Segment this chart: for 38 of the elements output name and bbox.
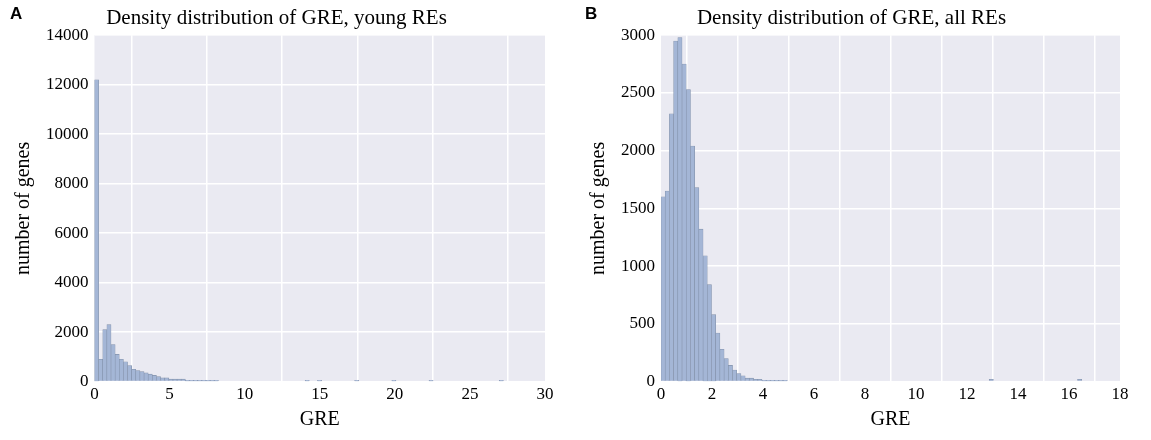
x-tick-label: 8 bbox=[860, 384, 870, 404]
y-tick-label: 500 bbox=[629, 313, 655, 333]
text: B bbox=[585, 4, 598, 24]
x-tick-label: 5 bbox=[165, 384, 174, 404]
text: A bbox=[10, 4, 23, 24]
y-tick-label: 0 bbox=[80, 371, 89, 391]
y-axis-title: number of genes bbox=[11, 141, 35, 276]
y-tick-label: 1000 bbox=[621, 255, 655, 275]
chart-title: Density distribution of GRE, all REs bbox=[696, 5, 1007, 30]
y-tick-label: 12000 bbox=[46, 74, 89, 94]
y-tick-label: 14000 bbox=[46, 24, 89, 44]
x-tick-label: 18 bbox=[1111, 384, 1129, 404]
y-tick-label: 6000 bbox=[54, 222, 89, 242]
chart-title: Density distribution of GRE, young REs bbox=[106, 5, 447, 30]
y-tick-label: 2500 bbox=[621, 82, 655, 102]
x-tick-label: 2 bbox=[707, 384, 717, 404]
y-tick-label: 4000 bbox=[54, 272, 89, 292]
y-tick-label: 8000 bbox=[54, 173, 89, 193]
y-tick-label: 2000 bbox=[621, 140, 655, 160]
x-tick-label: 10 bbox=[236, 384, 254, 404]
x-tick-label: 4 bbox=[758, 384, 768, 404]
y-tick-label: 2000 bbox=[54, 321, 89, 341]
y-tick-label: 10000 bbox=[46, 123, 89, 143]
x-tick-label: 20 bbox=[386, 384, 404, 404]
x-tick-label: 14 bbox=[1009, 384, 1027, 404]
y-axis-title: number of genes bbox=[586, 141, 610, 276]
x-axis-title: GRE bbox=[870, 407, 911, 430]
x-axis-title: GRE bbox=[299, 407, 340, 430]
x-tick-label: 12 bbox=[958, 384, 976, 404]
x-tick-label: 10 bbox=[907, 384, 925, 404]
y-tick-label: 1500 bbox=[621, 197, 655, 217]
x-tick-label: 16 bbox=[1060, 384, 1078, 404]
y-tick-label: 0 bbox=[646, 371, 655, 391]
x-tick-label: 15 bbox=[311, 384, 329, 404]
y-tick-label: 3000 bbox=[621, 24, 655, 44]
x-tick-label: 30 bbox=[536, 384, 554, 404]
x-tick-label: 6 bbox=[809, 384, 819, 404]
x-tick-label: 25 bbox=[461, 384, 479, 404]
